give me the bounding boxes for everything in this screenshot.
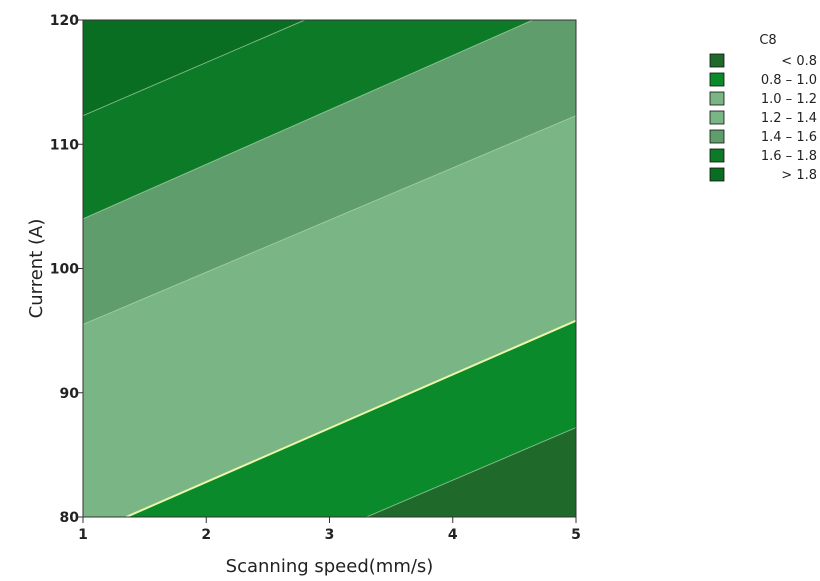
contour-region-2 — [83, 115, 576, 518]
legend-title: C8 — [759, 33, 776, 48]
contour-line-2 — [125, 319, 577, 518]
y-tick-label-4: 120 — [50, 13, 79, 29]
contour-region-3 — [83, 20, 576, 325]
legend-label-5: 1.6 – 1.8 — [761, 149, 817, 164]
x-axis-label: Scanning speed(mm/s) — [226, 556, 434, 577]
y-tick-label-3: 110 — [50, 137, 79, 153]
x-axis: 1 2 3 4 5 — [78, 517, 581, 543]
legend-swatch-6 — [709, 167, 725, 182]
y-tick-label-2: 100 — [50, 262, 79, 278]
legend-label-0: < 0.8 — [781, 54, 817, 69]
contour-regions — [83, 20, 576, 518]
y-tick-label-0: 80 — [60, 510, 80, 526]
contour-line-4 — [82, 19, 534, 220]
legend-swatch-3 — [709, 110, 725, 125]
y-axis: 80 90 100 110 120 — [50, 13, 83, 526]
x-tick-label-2: 3 — [325, 527, 335, 543]
legend-label-2: 1.0 – 1.2 — [761, 92, 817, 107]
legend-label-4: 1.4 – 1.6 — [761, 130, 817, 145]
contour-lines — [82, 19, 577, 518]
legend-label-1: 0.8 – 1.0 — [761, 73, 817, 88]
x-tick-label-0: 1 — [78, 527, 88, 543]
x-tick-label-4: 5 — [571, 527, 581, 543]
legend-swatch-5 — [709, 148, 725, 163]
legend-swatch-4 — [709, 129, 725, 144]
y-tick-label-1: 90 — [60, 386, 80, 402]
legend-swatch-0 — [709, 53, 725, 68]
legend-label-6: > 1.8 — [781, 168, 817, 183]
legend-swatch-2 — [709, 91, 725, 106]
legend-swatch-1 — [709, 72, 725, 87]
legend-label-3: 1.2 – 1.4 — [761, 111, 817, 126]
contour-line-3 — [82, 115, 577, 325]
y-axis-label: Current (A) — [26, 219, 47, 319]
contour-line-5 — [82, 19, 306, 117]
x-tick-label-3: 4 — [448, 527, 458, 543]
contour-line-0 — [366, 427, 577, 518]
legend: C8 < 0.8 0.8 – 1.0 1.0 – 1.2 1.2 – 1.4 1.4 –… — [709, 33, 817, 183]
x-tick-label-1: 2 — [201, 527, 211, 543]
